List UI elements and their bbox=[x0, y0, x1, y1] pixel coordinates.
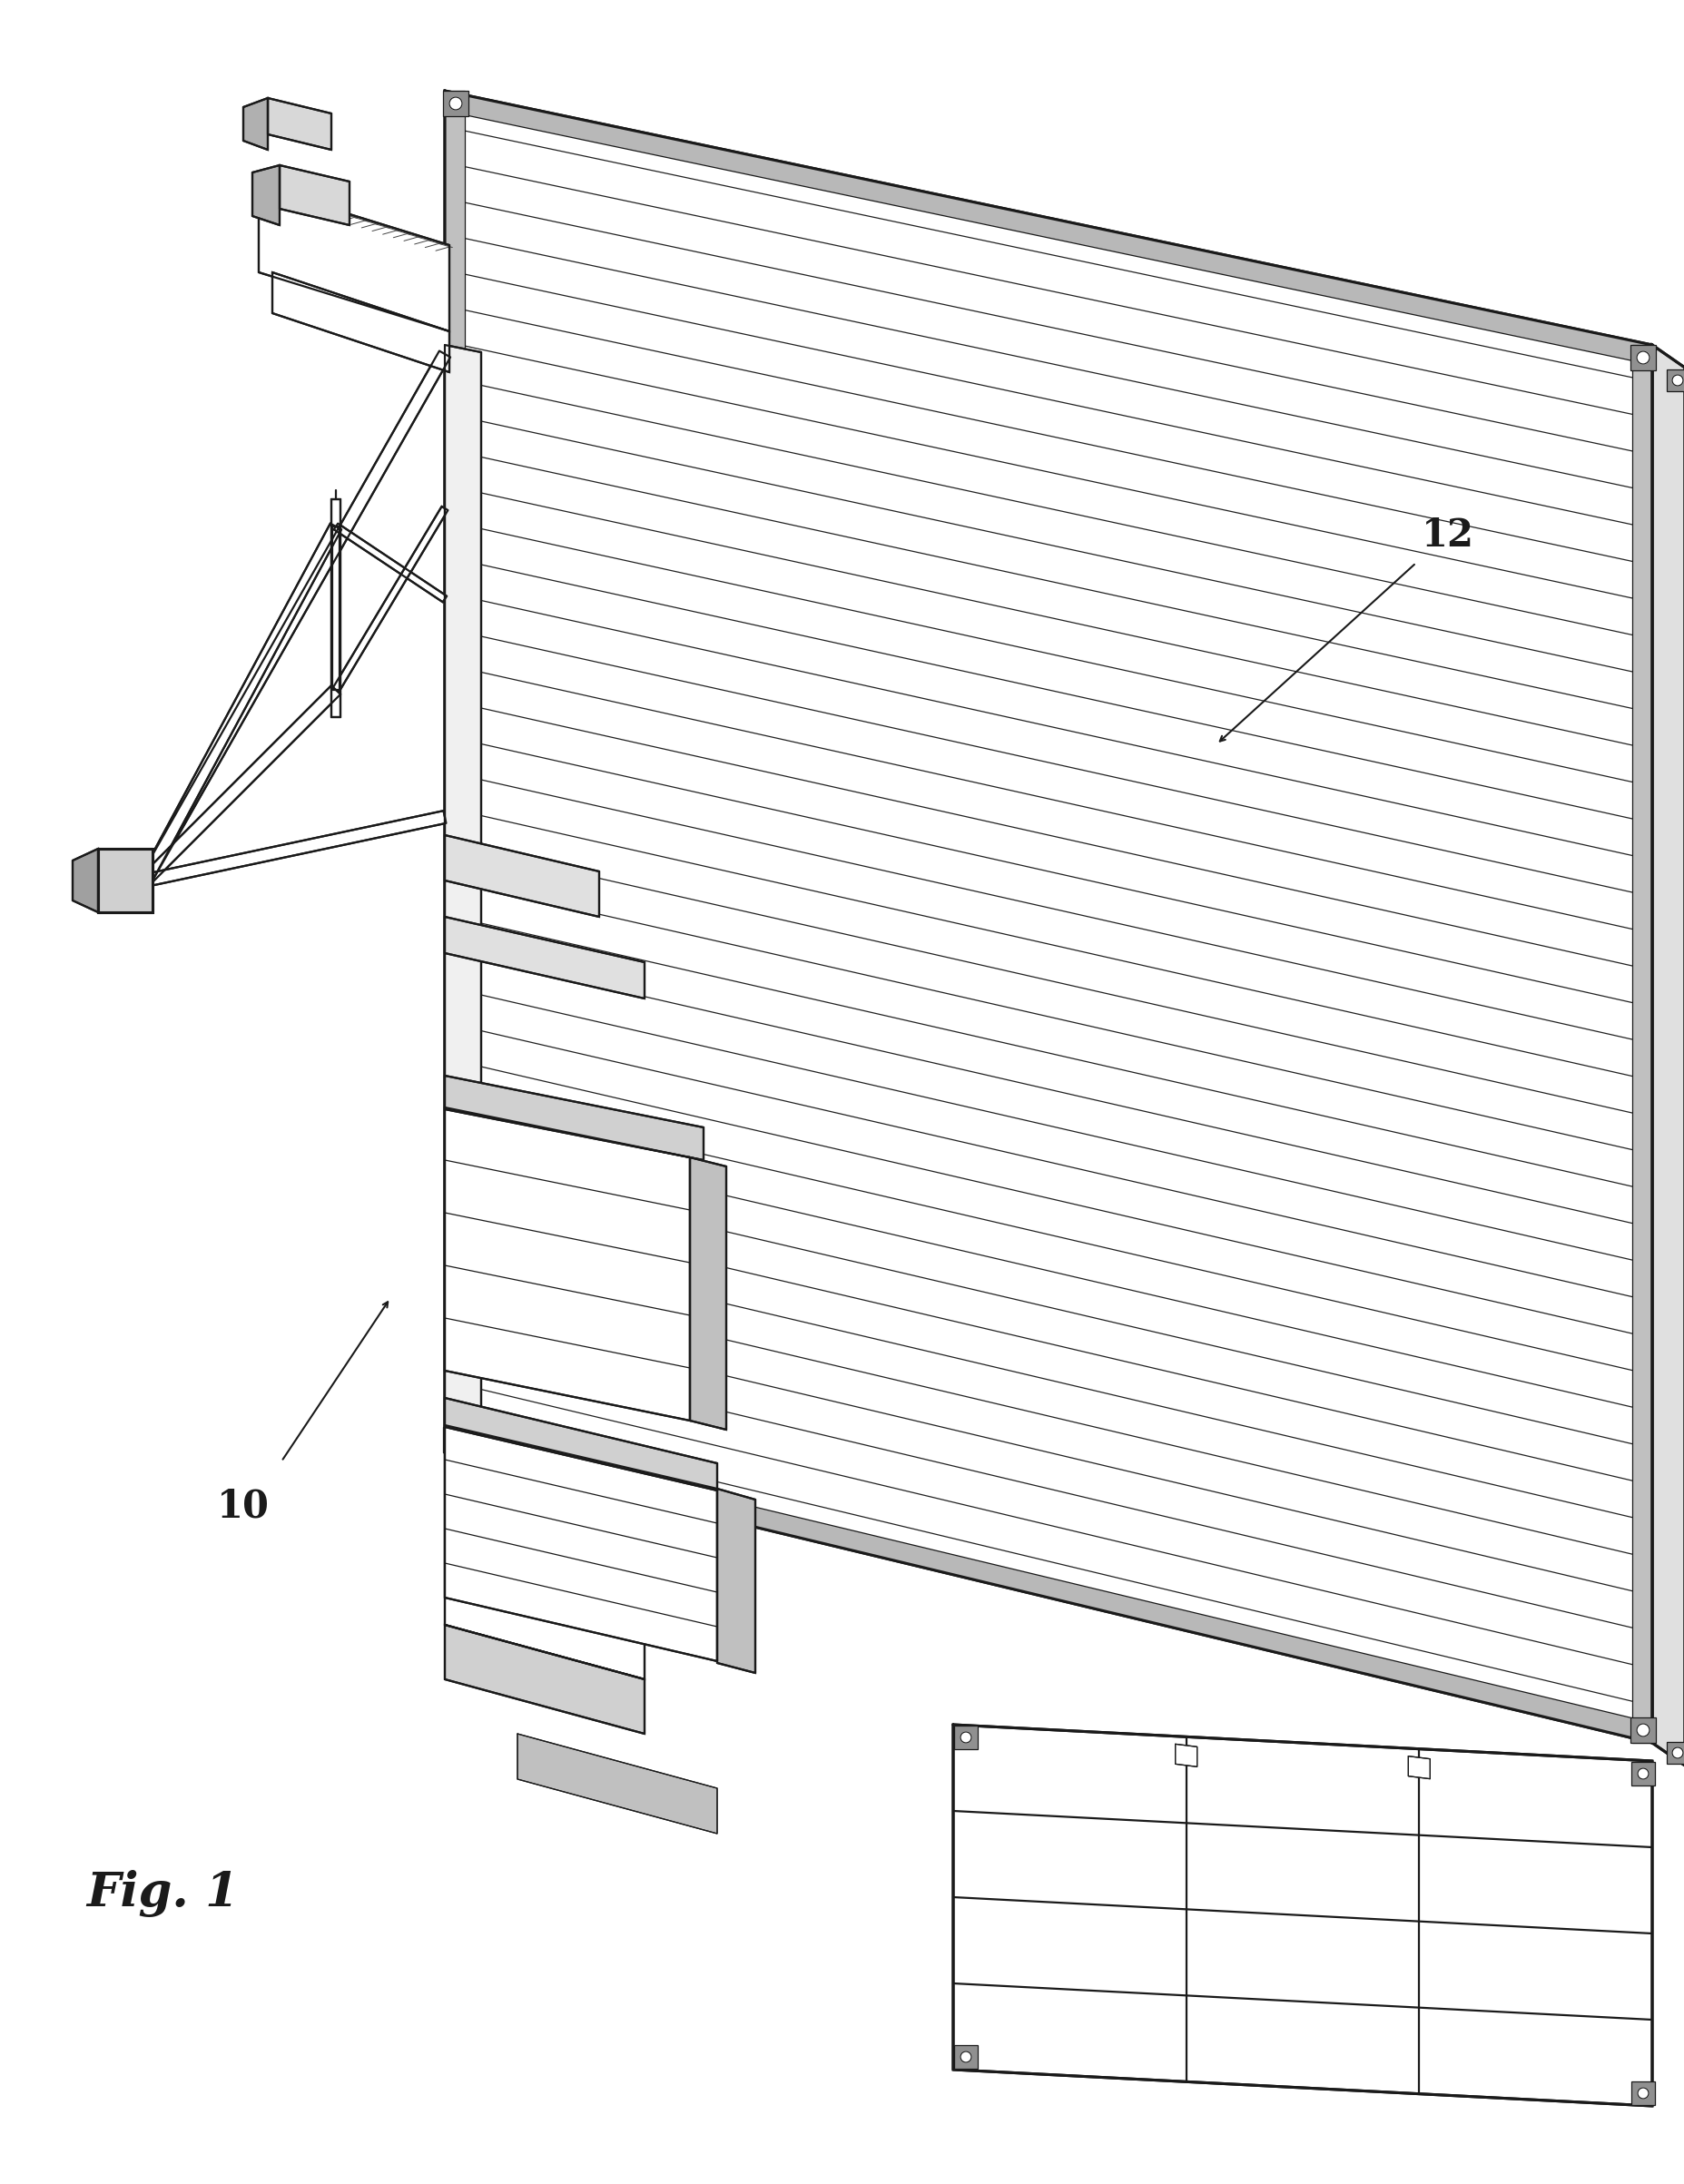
Circle shape bbox=[1671, 1747, 1682, 1758]
Polygon shape bbox=[332, 500, 340, 716]
Circle shape bbox=[960, 1732, 972, 1743]
Text: 12: 12 bbox=[1421, 515, 1474, 555]
Polygon shape bbox=[333, 507, 448, 692]
Circle shape bbox=[960, 2051, 972, 2062]
Polygon shape bbox=[242, 98, 268, 151]
Bar bbox=[1630, 1762, 1654, 1787]
Text: Fig. 1: Fig. 1 bbox=[86, 1870, 239, 1918]
Bar bbox=[953, 2044, 977, 2068]
Polygon shape bbox=[140, 524, 342, 885]
Polygon shape bbox=[143, 810, 446, 887]
Polygon shape bbox=[72, 850, 98, 913]
Polygon shape bbox=[445, 917, 645, 998]
Polygon shape bbox=[445, 1107, 689, 1420]
Circle shape bbox=[1671, 376, 1682, 387]
Polygon shape bbox=[280, 166, 349, 225]
Polygon shape bbox=[445, 1452, 645, 1679]
Polygon shape bbox=[333, 524, 446, 603]
Polygon shape bbox=[141, 686, 340, 885]
Circle shape bbox=[1635, 1723, 1649, 1736]
Polygon shape bbox=[273, 273, 450, 371]
Bar bbox=[1665, 1743, 1684, 1765]
Polygon shape bbox=[332, 526, 340, 690]
Circle shape bbox=[1635, 352, 1649, 365]
Polygon shape bbox=[445, 92, 465, 1452]
Bar bbox=[1630, 1717, 1655, 1743]
Polygon shape bbox=[1408, 1756, 1430, 1778]
Polygon shape bbox=[140, 352, 450, 885]
Polygon shape bbox=[445, 1433, 1652, 1743]
Circle shape bbox=[450, 1433, 461, 1446]
Polygon shape bbox=[253, 166, 280, 225]
Text: 10: 10 bbox=[217, 1487, 269, 1527]
Polygon shape bbox=[445, 92, 1652, 365]
Polygon shape bbox=[259, 186, 450, 332]
Circle shape bbox=[1637, 2088, 1647, 2099]
Polygon shape bbox=[98, 850, 153, 913]
Polygon shape bbox=[445, 1077, 704, 1160]
Polygon shape bbox=[445, 1426, 717, 1662]
Polygon shape bbox=[517, 1734, 717, 1835]
Polygon shape bbox=[445, 92, 1652, 1743]
Polygon shape bbox=[1652, 345, 1684, 1765]
Polygon shape bbox=[689, 1158, 726, 1431]
Polygon shape bbox=[445, 1625, 645, 1734]
Bar bbox=[443, 92, 468, 116]
Polygon shape bbox=[268, 98, 332, 151]
Bar bbox=[1665, 369, 1684, 391]
Polygon shape bbox=[1175, 1745, 1196, 1767]
Bar bbox=[953, 1725, 977, 1749]
Polygon shape bbox=[953, 1725, 1652, 2105]
Polygon shape bbox=[1632, 345, 1652, 1743]
Polygon shape bbox=[445, 345, 482, 1461]
Polygon shape bbox=[717, 1489, 754, 1673]
Bar bbox=[1630, 2081, 1654, 2105]
Circle shape bbox=[450, 96, 461, 109]
Polygon shape bbox=[445, 834, 600, 917]
Bar bbox=[1630, 345, 1655, 371]
Polygon shape bbox=[445, 1398, 717, 1489]
Bar bbox=[443, 1426, 468, 1452]
Circle shape bbox=[1637, 1769, 1647, 1780]
